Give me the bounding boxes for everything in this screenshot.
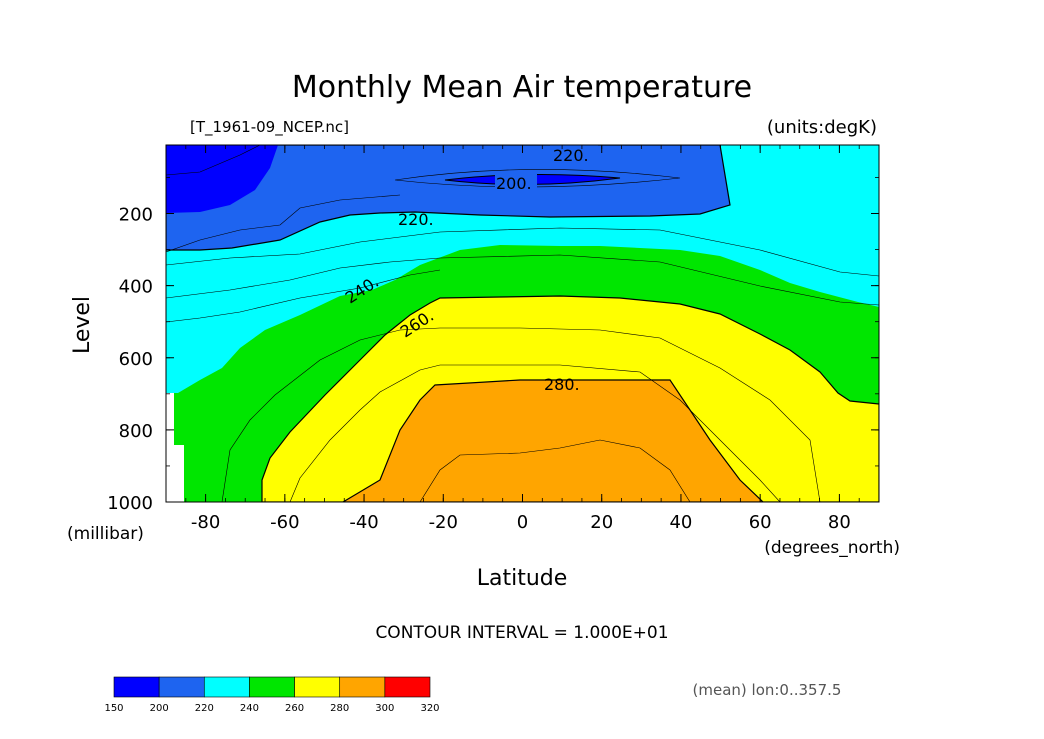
x-tick-label: 0 (517, 512, 528, 533)
contour-line (394, 169, 681, 188)
y-axis-title: Level (70, 296, 95, 354)
y-tick-label: 600 (119, 349, 153, 370)
missing-data-strip (174, 445, 184, 502)
band-200-210 (166, 145, 278, 213)
colorbar-swatch (294, 676, 341, 698)
colorbar-level-label: 200 (150, 703, 169, 714)
y-tick-label: 200 (119, 205, 153, 226)
band-260-270 (341, 379, 764, 502)
contour-label-group: 220. 200. 220. 240. 260. 280. (342, 145, 598, 394)
x-axis-title: Latitude (477, 566, 568, 591)
band-210-220 (166, 145, 731, 251)
contour-line (166, 269, 441, 323)
colorbar-swatch (384, 676, 431, 698)
colorbar: 150 200 220 240 260 280 300 320 (104, 676, 440, 714)
source-file-label: [T_1961-09_NCEP.nc] (190, 118, 349, 137)
x-tick-label: 60 (749, 512, 772, 533)
colorbar-level-label: 300 (375, 703, 394, 714)
y-tick-label: 1000 (107, 493, 153, 514)
missing-data-strip (166, 393, 174, 502)
contour-fill (166, 145, 879, 502)
x-tick-label: 20 (590, 512, 613, 533)
y-axis: 200 400 600 800 1000 (107, 177, 879, 514)
colorbar-swatch (203, 676, 250, 698)
colorbar-swatch (339, 676, 386, 698)
contour-label-200: 200. (496, 174, 532, 193)
units-label: (units:degK) (767, 117, 877, 138)
x-tick-label: 40 (669, 512, 692, 533)
contour-label-280: 280. (544, 375, 580, 394)
contour-line (166, 227, 879, 277)
colorbar-level-label: 280 (330, 703, 349, 714)
x-tick-label: -40 (349, 512, 378, 533)
contour-label-220: 220. (553, 146, 589, 165)
contour-line (166, 254, 879, 306)
y-units-label: (millibar) (67, 524, 144, 544)
colorbar-swatch (158, 676, 205, 698)
contour-lines (166, 145, 879, 502)
x-tick-label: -80 (191, 512, 220, 533)
y-tick-label: 800 (119, 421, 153, 442)
contour-line (221, 327, 821, 502)
averaging-note: (mean) lon:0..357.5 (693, 681, 842, 699)
colorbar-level-label: 240 (240, 703, 259, 714)
x-tick-label: -60 (270, 512, 299, 533)
x-axis: -80 -60 -40 -20 0 20 40 60 80 (165, 145, 880, 533)
colorbar-level-label: 150 (104, 703, 123, 714)
contour-line (166, 145, 261, 176)
colorbar-level-label: 320 (420, 703, 439, 714)
x-tick-label: -20 (429, 512, 458, 533)
contour-label-220: 220. (398, 210, 434, 229)
chart-title: Monthly Mean Air temperature (292, 70, 752, 105)
colorbar-level-label: 260 (285, 703, 304, 714)
colorbar-level-label: 220 (195, 703, 214, 714)
colorbar-swatch (249, 676, 295, 698)
contour-line (419, 439, 691, 502)
y-tick-label: 400 (119, 277, 153, 298)
x-tick-label: 80 (828, 512, 851, 533)
x-units-label: (degrees_north) (764, 538, 900, 558)
contour-interval-label: CONTOUR INTERVAL = 1.000E+01 (375, 623, 668, 643)
colorbar-swatch (113, 676, 160, 698)
contour-line (166, 194, 401, 253)
contour-line (289, 364, 781, 502)
